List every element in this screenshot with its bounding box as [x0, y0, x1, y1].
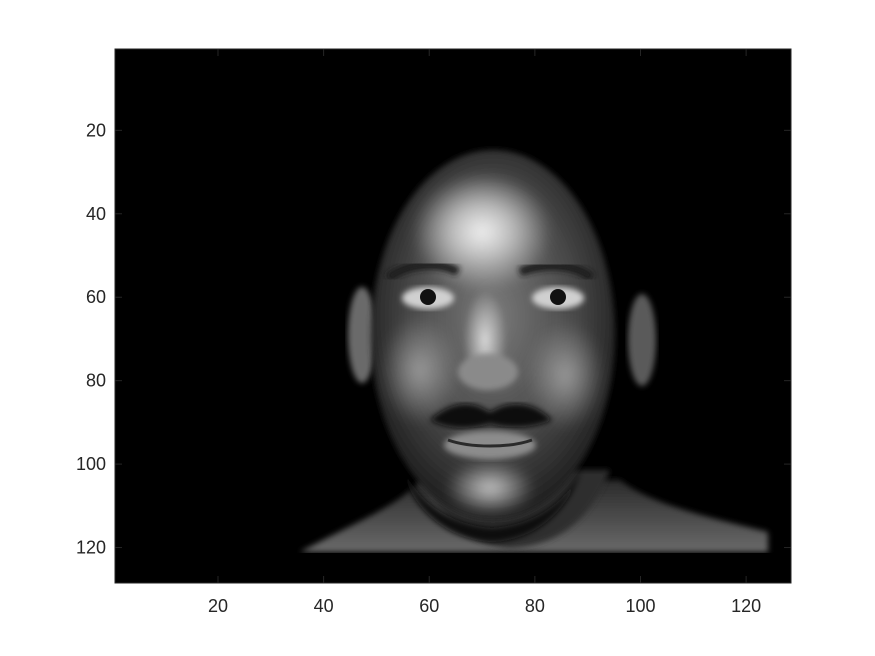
- mustache: [430, 403, 552, 428]
- mouth-line: [447, 438, 533, 448]
- left-ear: [348, 287, 376, 383]
- right-cheek: [525, 320, 605, 430]
- x-tick-label: 120: [731, 596, 761, 616]
- left-pupil: [420, 289, 436, 305]
- y-tick-label: 80: [86, 371, 106, 391]
- x-axis-ticks: 20 40 60 80 100 120: [208, 49, 761, 616]
- chin-highlight: [445, 460, 535, 516]
- right-ear: [628, 294, 656, 386]
- jaw-shadow: [400, 455, 585, 542]
- y-tick-label: 40: [86, 204, 106, 224]
- x-tick-label: 100: [625, 596, 655, 616]
- y-tick-label: 100: [76, 454, 106, 474]
- y-axis-ticks: 20 40 60 80 100 120: [76, 120, 791, 558]
- x-tick-label: 40: [314, 596, 334, 616]
- x-tick-label: 80: [525, 596, 545, 616]
- right-eyebrow: [518, 261, 595, 282]
- y-tick-label: 60: [86, 287, 106, 307]
- left-eyebrow: [385, 260, 461, 282]
- grayscale-face-image: [115, 49, 791, 583]
- left-cheek: [380, 315, 460, 425]
- x-tick-label: 60: [419, 596, 439, 616]
- y-tick-label: 20: [86, 120, 106, 140]
- nose-tip: [458, 354, 518, 390]
- x-tick-label: 20: [208, 596, 228, 616]
- image-bottom-band: [115, 553, 791, 583]
- axes-box: [114, 48, 792, 584]
- right-pupil: [550, 289, 566, 305]
- forehead-highlight: [412, 172, 552, 292]
- y-tick-label: 120: [76, 538, 106, 558]
